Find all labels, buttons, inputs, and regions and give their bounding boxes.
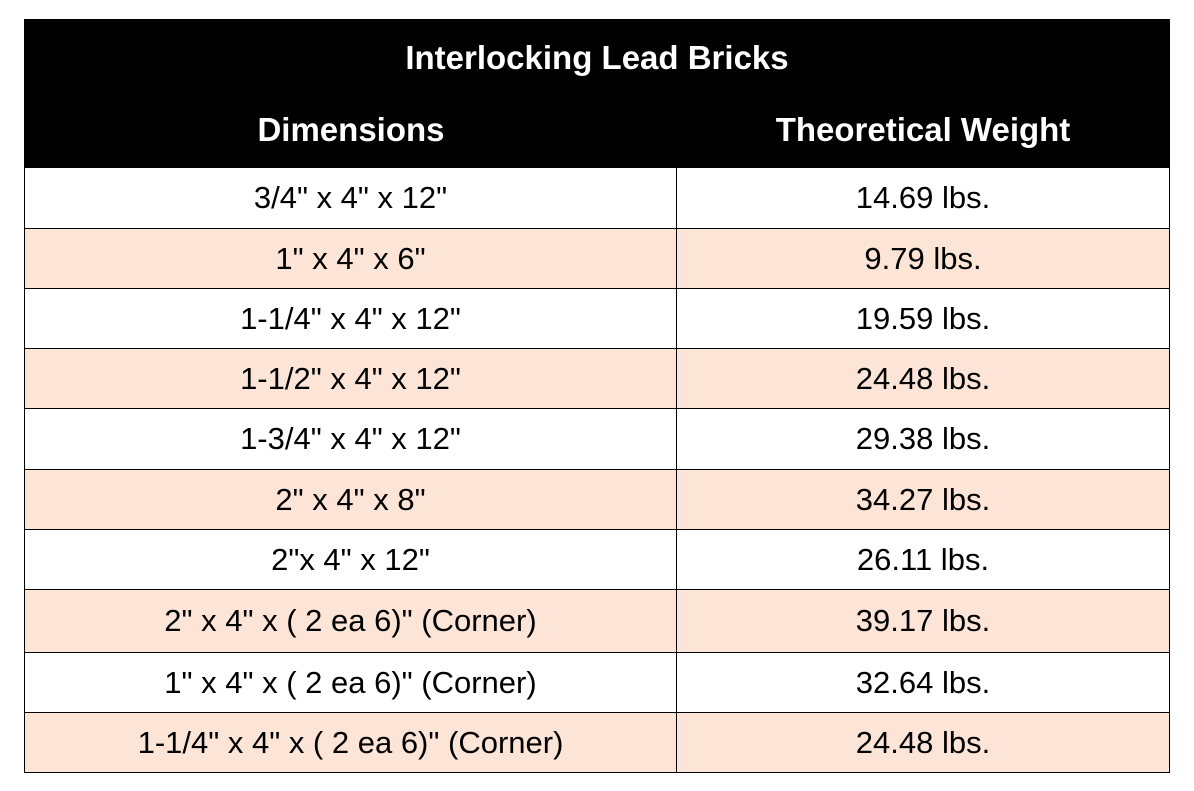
table-row: 2" x 4" x 8" 34.27 lbs. xyxy=(25,469,1169,529)
dimensions-cell: 3/4" x 4" x 12" xyxy=(25,168,677,228)
dimensions-cell: 1-1/4" x 4" x 12" xyxy=(25,289,677,348)
table-row: 1-1/4" x 4" x 12" 19.59 lbs. xyxy=(25,288,1169,348)
dimensions-cell: 2"x 4" x 12" xyxy=(25,530,677,589)
dimensions-cell: 1-1/2" x 4" x 12" xyxy=(25,349,677,408)
dimensions-cell: 2" x 4" x 8" xyxy=(25,470,677,529)
table-row: 1-1/4" x 4" x ( 2 ea 6)" (Corner) 24.48 … xyxy=(25,712,1169,772)
weight-cell: 24.48 lbs. xyxy=(855,724,991,760)
table-row: 1" x 4" x ( 2 ea 6)" (Corner) 32.64 lbs. xyxy=(25,652,1169,712)
weight-cell: 14.69 lbs. xyxy=(855,180,991,215)
weight-cell: 24.48 lbs. xyxy=(855,360,991,396)
table-row: 3/4" x 4" x 12" 14.69 lbs. xyxy=(25,167,1169,228)
dimensions-cell: 1" x 4" x 6" xyxy=(25,229,677,288)
table-title: Interlocking Lead Bricks xyxy=(25,20,1169,94)
table-row: 1-3/4" x 4" x 12" 29.38 lbs. xyxy=(25,408,1169,469)
column-header-weight: Theoretical Weight xyxy=(775,110,1071,148)
dimensions-cell: 1-3/4" x 4" x 12" xyxy=(25,409,677,469)
lead-bricks-table: Interlocking Lead Bricks Dimensions Theo… xyxy=(24,19,1170,773)
weight-cell: 32.64 lbs. xyxy=(855,664,991,700)
table-row: 1" x 4" x 6" 9.79 lbs. xyxy=(25,228,1169,288)
weight-cell: 19.59 lbs. xyxy=(855,300,991,336)
table-row: 2" x 4" x ( 2 ea 6)" (Corner) 39.17 lbs. xyxy=(25,589,1169,652)
weight-cell: 29.38 lbs. xyxy=(855,421,991,456)
column-header-dimensions: Dimensions xyxy=(257,110,445,148)
dimensions-cell: 1-1/4" x 4" x ( 2 ea 6)" (Corner) xyxy=(25,713,677,772)
dimensions-cell: 2" x 4" x ( 2 ea 6)" (Corner) xyxy=(25,590,677,652)
dimensions-cell: 1" x 4" x ( 2 ea 6)" (Corner) xyxy=(25,653,677,712)
column-header-row: Dimensions Theoretical Weight xyxy=(25,94,1169,167)
weight-cell: 9.79 lbs. xyxy=(864,240,982,276)
table-row: 1-1/2" x 4" x 12" 24.48 lbs. xyxy=(25,348,1169,408)
weight-cell: 26.11 lbs. xyxy=(856,541,990,577)
weight-cell: 34.27 lbs. xyxy=(855,481,991,517)
weight-cell: 39.17 lbs. xyxy=(855,603,991,638)
table-row: 2"x 4" x 12" 26.11 lbs. xyxy=(25,529,1169,589)
